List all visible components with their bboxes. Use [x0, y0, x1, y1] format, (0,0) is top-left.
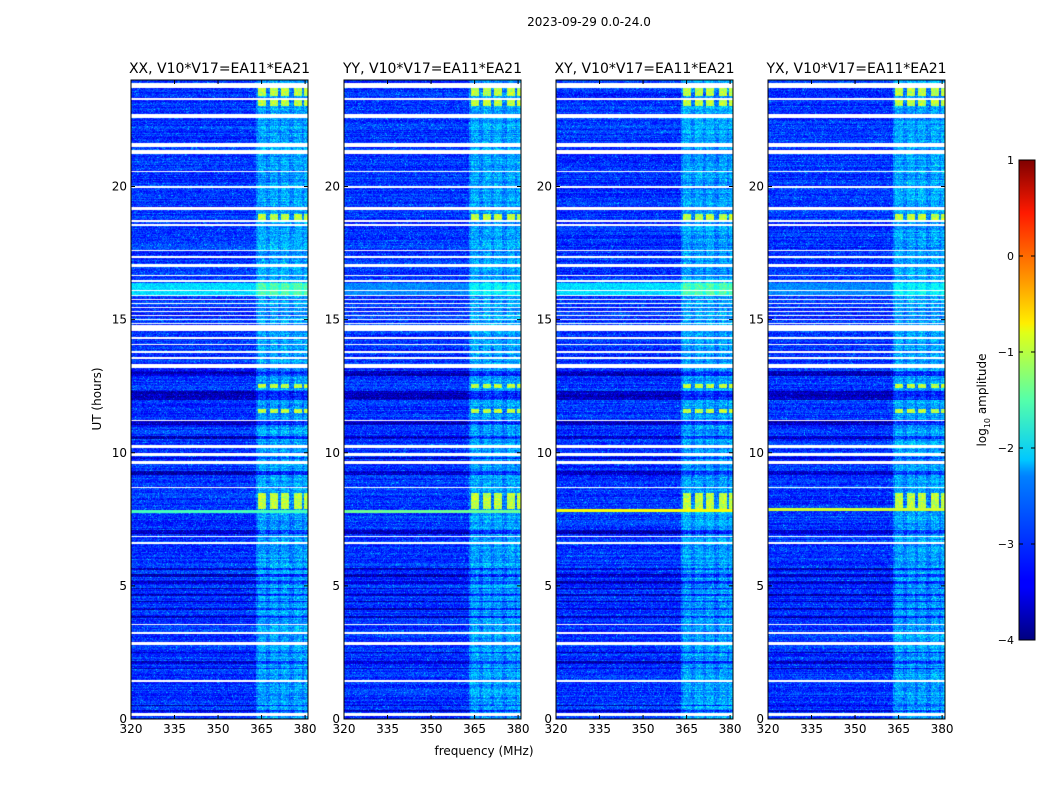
y-tick-label: 20 [325, 180, 340, 194]
x-tick-label: 380 [507, 722, 530, 736]
panel-3: YX, V10*V17=EA11*EA21 320 335 350 365 380 0 5 10… [749, 61, 954, 736]
y-tick-label: 20 [749, 180, 764, 194]
y-tick-label: 5 [332, 579, 340, 593]
panel-title-1: YY, V10*V17=EA11*EA21 [342, 61, 522, 77]
waterfall-image-2 [556, 80, 733, 719]
y-tick-label: 20 [537, 180, 552, 194]
y-tick-label: 15 [325, 313, 340, 327]
x-tick-label: 365 [463, 722, 486, 736]
x-tick-label: 320 [333, 722, 356, 736]
panel-title-2: XY, V10*V17=EA11*EA21 [554, 61, 734, 77]
x-tick-label: 335 [800, 722, 823, 736]
x-tick-label: 350 [632, 722, 655, 736]
colorbar-tick-label: −3 [998, 538, 1014, 551]
x-tick-label: 365 [887, 722, 910, 736]
colorbar-tick-label: 0 [1007, 250, 1014, 263]
y-tick-label: 5 [756, 579, 764, 593]
panels-group: XX, V10*V17=EA11*EA21 320 335 350 365 380 0 5 10… [112, 61, 954, 736]
colorbar-label: log10 amplitude [975, 354, 992, 447]
y-tick-label: 10 [537, 446, 552, 460]
y-tick-label: 0 [332, 712, 340, 726]
x-tick-label: 350 [844, 722, 867, 736]
colorbar-tick-label: 1 [1007, 154, 1014, 167]
y-axis-label: UT (hours) [90, 367, 104, 430]
colorbar-tick-label: −4 [998, 634, 1014, 647]
x-tick-label: 335 [588, 722, 611, 736]
panel-frame-0 [130, 79, 309, 720]
colorbar-tick-label: −1 [998, 346, 1014, 359]
y-tick-label: 10 [112, 446, 127, 460]
panel-title-0: XX, V10*V17=EA11*EA21 [129, 61, 310, 77]
x-tick-label: 320 [757, 722, 780, 736]
y-tick-label: 5 [119, 579, 127, 593]
x-tick-label: 380 [931, 722, 954, 736]
waterfall-image-3 [768, 80, 945, 719]
x-tick-label: 320 [545, 722, 568, 736]
y-tick-label: 15 [112, 313, 127, 327]
x-tick-label: 335 [376, 722, 399, 736]
colorbar-tick-label: −2 [998, 442, 1014, 455]
y-tick-label: 15 [537, 313, 552, 327]
x-tick-label: 380 [294, 722, 317, 736]
y-tick-label: 5 [544, 579, 552, 593]
panel-title-3: YX, V10*V17=EA11*EA21 [765, 61, 946, 77]
x-axis-label: frequency (MHz) [434, 744, 533, 758]
panel-frame-2 [555, 79, 734, 720]
y-tick-label: 10 [749, 446, 764, 460]
figure-title: 2023-09-29 0.0-24.0 [527, 15, 651, 29]
waterfall-image-0 [131, 80, 308, 719]
panel-2: XY, V10*V17=EA11*EA21 320 335 350 365 380 0 5 10… [537, 61, 742, 736]
panel-frame-3 [767, 79, 946, 720]
colorbar-gradient [1018, 159, 1036, 641]
x-tick-label: 365 [675, 722, 698, 736]
y-tick-label: 20 [112, 180, 127, 194]
y-tick-label: 10 [325, 446, 340, 460]
x-tick-label: 350 [207, 722, 230, 736]
y-tick-label: 0 [119, 712, 127, 726]
panel-frame-1 [343, 79, 522, 720]
y-tick-label: 0 [756, 712, 764, 726]
y-tick-label: 0 [544, 712, 552, 726]
panel-0: XX, V10*V17=EA11*EA21 320 335 350 365 380 0 5 10… [112, 61, 317, 736]
y-tick-label: 15 [749, 313, 764, 327]
x-tick-label: 320 [120, 722, 143, 736]
x-tick-label: 350 [420, 722, 443, 736]
colorbar: 1 0 −1 −2 −3 −4 log10 amplitude [975, 154, 1036, 647]
x-tick-label: 335 [163, 722, 186, 736]
x-tick-label: 380 [719, 722, 742, 736]
waterfall-image-1 [344, 80, 521, 719]
panel-1: YY, V10*V17=EA11*EA21 320 335 350 365 380 0 5 10… [325, 61, 530, 736]
x-tick-label: 365 [250, 722, 273, 736]
